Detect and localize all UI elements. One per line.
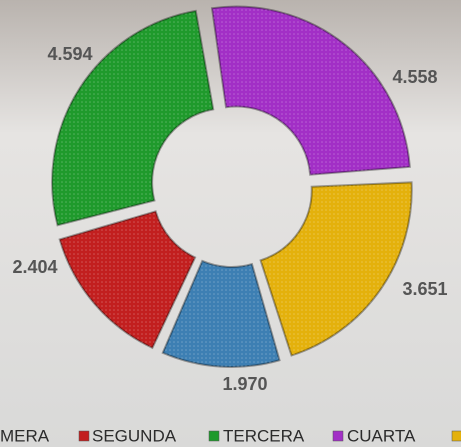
chart: 1.970 2.404 4.594 4.558 3.651 MERA SEGUNDA TER… <box>0 0 461 447</box>
legend-swatch <box>79 431 89 441</box>
legend-swatch <box>209 431 219 441</box>
legend-label: CUARTA <box>347 426 416 445</box>
value-label: 4.594 <box>47 44 92 64</box>
legend-swatch <box>333 431 343 441</box>
value-label: 1.970 <box>222 374 267 394</box>
legend-swatch <box>452 431 461 441</box>
legend-label: MERA <box>0 426 50 445</box>
value-label: 2.404 <box>12 257 57 277</box>
value-label: 4.558 <box>392 67 437 87</box>
legend-label: TERCERA <box>223 426 305 445</box>
value-label: 3.651 <box>402 279 447 299</box>
legend-label: SEGUNDA <box>92 426 177 445</box>
page: {"chart_data": {"type": "pie", "donut": … <box>0 0 461 447</box>
